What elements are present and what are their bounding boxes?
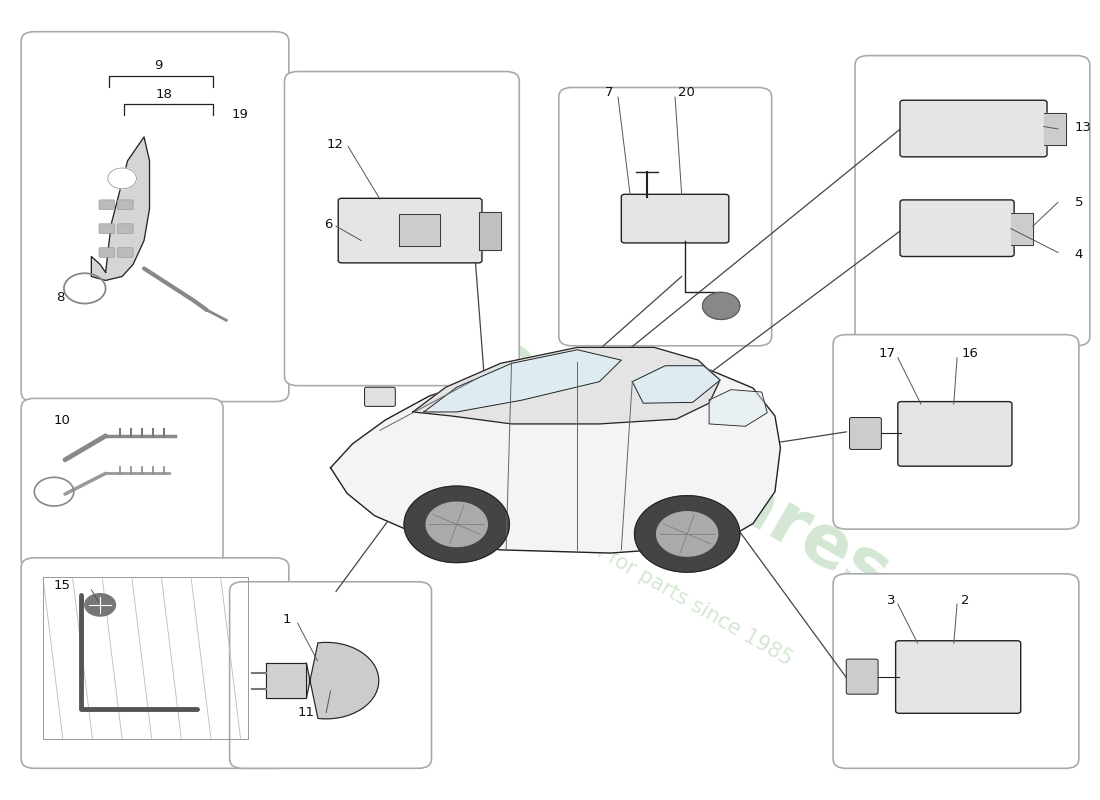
Text: 4: 4: [1075, 248, 1082, 261]
Bar: [266, 663, 307, 698]
FancyBboxPatch shape: [621, 194, 729, 243]
FancyBboxPatch shape: [559, 87, 771, 346]
Text: 5: 5: [1075, 196, 1084, 209]
Text: 2: 2: [961, 594, 970, 607]
Circle shape: [85, 594, 116, 616]
FancyBboxPatch shape: [900, 200, 1014, 257]
Bar: [478, 212, 500, 250]
Polygon shape: [412, 347, 720, 424]
FancyBboxPatch shape: [21, 558, 289, 768]
FancyBboxPatch shape: [895, 641, 1021, 714]
FancyBboxPatch shape: [230, 582, 431, 768]
FancyBboxPatch shape: [118, 248, 133, 258]
FancyBboxPatch shape: [364, 387, 395, 406]
Text: 17: 17: [879, 347, 895, 360]
Text: 16: 16: [961, 347, 978, 360]
Polygon shape: [307, 642, 378, 719]
Polygon shape: [404, 486, 509, 562]
Text: 7: 7: [605, 86, 614, 98]
FancyBboxPatch shape: [285, 71, 519, 386]
FancyBboxPatch shape: [900, 100, 1047, 157]
Text: 1: 1: [283, 613, 292, 626]
Polygon shape: [632, 366, 721, 403]
FancyBboxPatch shape: [99, 224, 114, 234]
Text: a passion for parts since 1985: a passion for parts since 1985: [513, 494, 795, 669]
Circle shape: [703, 292, 740, 319]
Text: 9: 9: [154, 58, 163, 72]
Bar: [1011, 213, 1033, 245]
Polygon shape: [657, 512, 717, 556]
FancyBboxPatch shape: [833, 574, 1079, 768]
Bar: [398, 214, 440, 246]
FancyBboxPatch shape: [833, 334, 1079, 529]
Text: 15: 15: [54, 579, 72, 592]
FancyBboxPatch shape: [99, 248, 114, 258]
FancyBboxPatch shape: [21, 398, 223, 569]
FancyBboxPatch shape: [118, 224, 133, 234]
Text: 13: 13: [1075, 121, 1091, 134]
Text: 10: 10: [54, 414, 70, 427]
Polygon shape: [424, 350, 622, 412]
Text: 3: 3: [887, 594, 895, 607]
FancyBboxPatch shape: [855, 56, 1090, 346]
FancyBboxPatch shape: [21, 32, 289, 402]
FancyBboxPatch shape: [338, 198, 482, 263]
Polygon shape: [91, 137, 150, 281]
FancyBboxPatch shape: [118, 200, 133, 210]
Text: 11: 11: [297, 706, 315, 719]
FancyBboxPatch shape: [99, 200, 114, 210]
FancyBboxPatch shape: [846, 659, 878, 694]
Polygon shape: [710, 390, 767, 426]
Text: eurospares: eurospares: [472, 324, 902, 612]
Text: 20: 20: [679, 86, 695, 98]
Text: 8: 8: [56, 291, 65, 305]
FancyBboxPatch shape: [849, 418, 881, 450]
Polygon shape: [426, 502, 487, 546]
Polygon shape: [635, 496, 740, 572]
Text: 6: 6: [324, 218, 332, 231]
FancyBboxPatch shape: [898, 402, 1012, 466]
Polygon shape: [331, 362, 780, 553]
Bar: [1044, 113, 1066, 145]
Text: 19: 19: [232, 108, 249, 121]
Text: 12: 12: [327, 138, 343, 151]
Circle shape: [108, 168, 136, 189]
Text: 18: 18: [155, 88, 173, 101]
